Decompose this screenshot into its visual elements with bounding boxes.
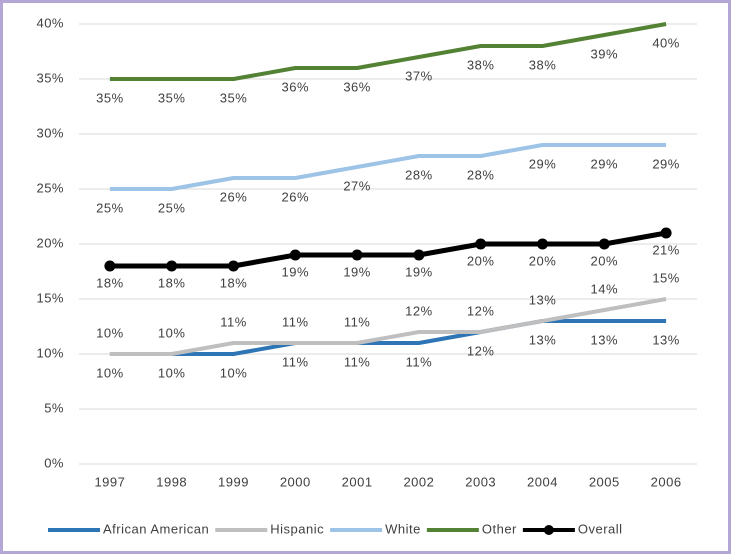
- data-label: 35%: [158, 90, 186, 105]
- data-label: 25%: [96, 200, 124, 215]
- data-label: 13%: [529, 292, 557, 307]
- marker: [413, 249, 425, 261]
- data-label: 38%: [529, 57, 557, 72]
- data-label: 18%: [158, 275, 186, 290]
- y-tick-label: 40%: [36, 15, 64, 30]
- data-label: 35%: [96, 90, 124, 105]
- data-label: 11%: [282, 354, 309, 369]
- data-label: 10%: [96, 365, 124, 380]
- x-tick-label: 2003: [465, 474, 496, 489]
- marker: [351, 249, 363, 261]
- x-tick-label: 1998: [156, 474, 187, 489]
- data-label: 14%: [591, 281, 619, 296]
- series-line: [109, 230, 667, 269]
- data-label: 19%: [343, 264, 371, 279]
- x-tick-label: 2000: [280, 474, 311, 489]
- data-label: 10%: [220, 365, 248, 380]
- data-label: 19%: [282, 264, 310, 279]
- x-tick-label: 2001: [342, 474, 373, 489]
- x-tick-label: 2006: [651, 474, 682, 489]
- marker: [660, 227, 672, 239]
- legend-label: Overall: [578, 521, 623, 536]
- data-label: 12%: [467, 343, 495, 358]
- y-tick-label: 15%: [36, 290, 64, 305]
- y-tick-label: 30%: [36, 125, 64, 140]
- data-label: 40%: [652, 35, 680, 50]
- data-label: 11%: [220, 314, 247, 329]
- data-label: 37%: [405, 68, 433, 83]
- data-label: 21%: [652, 242, 680, 257]
- data-label: 13%: [591, 332, 619, 347]
- y-tick-label: 5%: [44, 400, 64, 415]
- x-tick-label: 1999: [218, 474, 249, 489]
- data-label: 15%: [652, 270, 680, 285]
- marker: [166, 260, 178, 272]
- data-label: 11%: [344, 354, 371, 369]
- data-label: 26%: [282, 189, 310, 204]
- data-label: 36%: [282, 79, 310, 94]
- legend-label: White: [385, 521, 421, 536]
- y-tick-label: 25%: [36, 180, 64, 195]
- legend-marker: [543, 525, 554, 535]
- data-label: 20%: [591, 253, 619, 268]
- data-label: 20%: [467, 253, 495, 268]
- data-label: 25%: [158, 200, 186, 215]
- data-label: 36%: [343, 79, 371, 94]
- data-label: 19%: [405, 264, 433, 279]
- marker: [537, 238, 548, 250]
- marker: [475, 238, 487, 250]
- data-label: 12%: [467, 303, 495, 318]
- data-label: 13%: [652, 332, 680, 347]
- series-line: [109, 297, 667, 356]
- marker: [598, 238, 610, 250]
- data-label: 10%: [158, 365, 186, 380]
- data-label: 38%: [467, 57, 495, 72]
- data-label: 29%: [529, 156, 557, 171]
- data-label: 12%: [405, 303, 433, 318]
- data-label: 18%: [96, 275, 124, 290]
- series-line: [109, 143, 667, 191]
- x-tick-label: 2002: [403, 474, 434, 489]
- x-tick-label: 2004: [527, 474, 558, 489]
- data-label: 39%: [591, 46, 619, 61]
- data-label: 11%: [406, 354, 433, 369]
- data-label: 26%: [220, 189, 248, 204]
- x-tick-label: 1997: [94, 474, 125, 489]
- data-label: 10%: [96, 325, 124, 340]
- data-label: 18%: [220, 275, 248, 290]
- data-label: 11%: [282, 314, 309, 329]
- legend-label: Other: [482, 521, 517, 536]
- data-label: 13%: [529, 332, 557, 347]
- legend-label: African American: [103, 521, 209, 536]
- y-tick-label: 0%: [44, 455, 64, 470]
- data-label: 11%: [344, 314, 371, 329]
- data-label: 35%: [220, 90, 248, 105]
- marker: [289, 249, 301, 261]
- data-label: 29%: [652, 156, 680, 171]
- data-label: 10%: [158, 325, 186, 340]
- marker: [104, 260, 116, 272]
- series-line: [109, 319, 667, 356]
- x-tick-label: 2005: [589, 474, 620, 489]
- series-line: [109, 22, 667, 81]
- marker: [228, 260, 239, 272]
- data-label: 27%: [343, 178, 371, 193]
- data-label: 28%: [467, 167, 495, 182]
- y-tick-label: 35%: [36, 70, 64, 85]
- data-label: 29%: [591, 156, 619, 171]
- y-tick-label: 10%: [36, 345, 64, 360]
- legend-label: Hispanic: [270, 521, 324, 536]
- data-label: 28%: [405, 167, 433, 182]
- data-label: 20%: [529, 253, 557, 268]
- y-tick-label: 20%: [36, 235, 64, 250]
